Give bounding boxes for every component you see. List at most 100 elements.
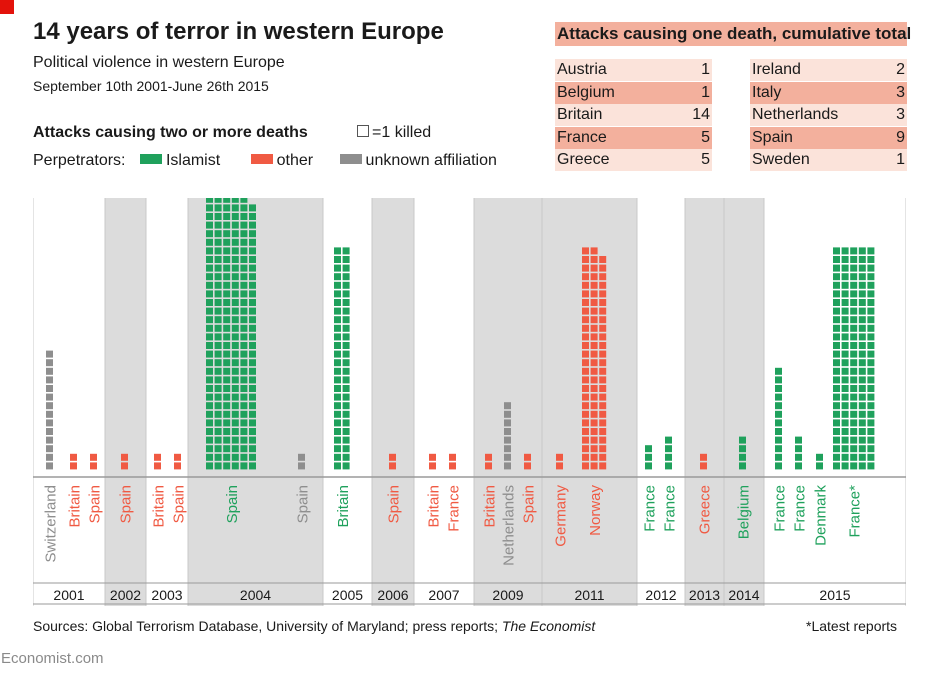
death-square [850, 256, 858, 263]
death-square [223, 273, 231, 281]
death-square [214, 428, 222, 435]
death-square [590, 256, 598, 263]
death-square [841, 281, 849, 289]
death-square [867, 385, 875, 392]
death-square [206, 436, 213, 444]
death-square [223, 410, 231, 418]
single-death-count: 3 [896, 106, 905, 124]
death-square [206, 281, 213, 289]
death-square [231, 264, 239, 272]
death-square [850, 264, 858, 272]
death-square [223, 385, 231, 392]
death-square [46, 393, 53, 401]
death-square [833, 453, 840, 461]
death-square [841, 264, 849, 272]
attack-label: France [642, 485, 659, 532]
death-square [240, 393, 248, 401]
death-square [214, 204, 222, 212]
death-square [858, 290, 866, 298]
death-square [833, 273, 840, 281]
death-square [590, 393, 598, 401]
death-square [46, 462, 53, 470]
death-square [240, 213, 248, 220]
death-square [582, 307, 589, 315]
death-square [231, 453, 239, 461]
death-square [867, 307, 875, 315]
death-square [240, 307, 248, 315]
year-label: 2005 [332, 587, 363, 603]
death-square [850, 247, 858, 255]
death-square [206, 385, 213, 392]
year-label: 2014 [728, 587, 759, 603]
death-square [206, 393, 213, 401]
death-square [582, 419, 589, 427]
death-square [334, 281, 341, 289]
death-square [231, 316, 239, 324]
death-square [223, 299, 231, 306]
death-square [858, 307, 866, 315]
death-square [46, 453, 53, 461]
death-square [206, 342, 213, 349]
death-square [249, 221, 256, 229]
death-square [645, 445, 652, 453]
death-square [504, 453, 511, 461]
single-death-count: 5 [701, 128, 710, 146]
death-square [240, 221, 248, 229]
death-square [154, 453, 161, 461]
death-square [334, 247, 341, 255]
death-square [223, 198, 231, 203]
death-square [599, 385, 607, 392]
legend: Perpetrators: Islamist other unknown aff… [33, 152, 497, 170]
single-death-row: Greece 5 [555, 149, 712, 172]
attack-label: France* [847, 485, 864, 538]
death-square [590, 428, 598, 435]
year-band [724, 198, 764, 606]
death-square [867, 419, 875, 427]
attacks-chart: Switzerland Britain Spain Spain Britain Spain… [33, 198, 906, 606]
death-square [223, 281, 231, 289]
death-square [833, 281, 840, 289]
death-square [240, 359, 248, 367]
death-square [231, 350, 239, 358]
death-square [867, 247, 875, 255]
death-square [850, 410, 858, 418]
death-square [449, 453, 456, 461]
death-square [841, 256, 849, 263]
death-square [342, 324, 350, 332]
death-square [833, 247, 840, 255]
death-square [739, 436, 746, 444]
death-square [504, 445, 511, 453]
death-square [214, 453, 222, 461]
death-square [833, 342, 840, 349]
perpetrators-label: Perpetrators: [33, 152, 126, 169]
death-square [249, 333, 256, 341]
year-label: 2002 [110, 587, 141, 603]
death-square [206, 307, 213, 315]
death-square [599, 307, 607, 315]
year-band [414, 198, 474, 606]
death-square [214, 462, 222, 470]
death-square [223, 290, 231, 298]
death-square [90, 462, 97, 470]
death-square [582, 333, 589, 341]
year-band [542, 198, 637, 606]
attack-label: Denmark [813, 485, 830, 546]
death-square [342, 264, 350, 272]
death-square [582, 445, 589, 453]
attack-label: Britain [67, 485, 84, 528]
death-square [206, 221, 213, 229]
death-square [46, 436, 53, 444]
death-square [334, 264, 341, 272]
death-square [154, 462, 161, 470]
death-square [556, 462, 563, 470]
death-square [214, 333, 222, 341]
death-square [590, 367, 598, 375]
death-square [121, 453, 128, 461]
death-square [841, 428, 849, 435]
single-death-count: 3 [896, 83, 905, 101]
death-square [223, 204, 231, 212]
attack-label: Spain [118, 485, 135, 523]
death-square [342, 419, 350, 427]
death-square [429, 453, 436, 461]
attack-label: Spain [521, 485, 538, 523]
